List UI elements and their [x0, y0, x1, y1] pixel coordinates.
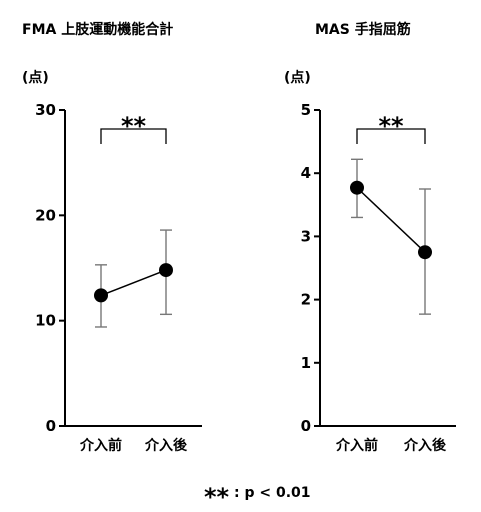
- plot-area-fma: 0 10 20 30 介入前 介入後 **: [35, 101, 202, 454]
- y-tick-label-mas-0: 0: [301, 417, 311, 435]
- y-tick-label-fma-30: 30: [35, 101, 56, 119]
- significance-bracket-mas: [356, 128, 426, 144]
- series-line-fma: [100, 269, 167, 297]
- footnote-mark: **: [204, 483, 230, 511]
- y-tick-label-fma-10: 10: [35, 312, 56, 330]
- x-category-label-fma-0: 介入前: [79, 437, 122, 454]
- y-tick-label-mas-4: 4: [301, 164, 311, 182]
- footnote-text: : p < 0.01: [234, 485, 311, 501]
- series-line-mas: [356, 187, 426, 253]
- y-tick-label-mas-2: 2: [301, 291, 311, 309]
- y-tick-label-mas-5: 5: [301, 101, 311, 119]
- significance-label-fma: **: [121, 112, 147, 140]
- data-point-mas-1: [418, 245, 432, 260]
- y-tick-label-mas-1: 1: [301, 354, 311, 372]
- chart-title-fma: FMA 上肢運動機能合計: [22, 21, 173, 38]
- y-tick-label-fma-20: 20: [35, 206, 56, 224]
- y-tick-label-mas-3: 3: [301, 227, 311, 245]
- chart-panel-fma: FMA 上肢運動機能合計 (点) 0 10 20 30 介入前 介入後 **: [22, 21, 202, 454]
- x-category-label-mas-1: 介入後: [403, 437, 447, 454]
- plot-area-mas: 0 1 2 3 4 5 介入前 介入後 **: [301, 101, 456, 454]
- chart-panel-mas: MAS 手指屈筋 (点) 0 1 2 3 4 5 介入前 介入後 **: [284, 21, 456, 454]
- data-point-fma-1: [159, 263, 173, 278]
- significance-label-mas: **: [378, 112, 404, 140]
- data-point-fma-0: [94, 288, 108, 303]
- footnote: ** : p < 0.01: [204, 483, 311, 511]
- x-category-label-fma-1: 介入後: [144, 437, 188, 454]
- x-category-label-mas-0: 介入前: [335, 437, 378, 454]
- data-point-mas-0: [350, 180, 364, 195]
- significance-bracket-fma: [100, 128, 167, 144]
- chart-title-mas: MAS 手指屈筋: [315, 21, 411, 38]
- y-tick-label-fma-0: 0: [46, 417, 56, 435]
- y-unit-label-fma: (点): [22, 69, 49, 86]
- y-unit-label-mas: (点): [284, 69, 311, 86]
